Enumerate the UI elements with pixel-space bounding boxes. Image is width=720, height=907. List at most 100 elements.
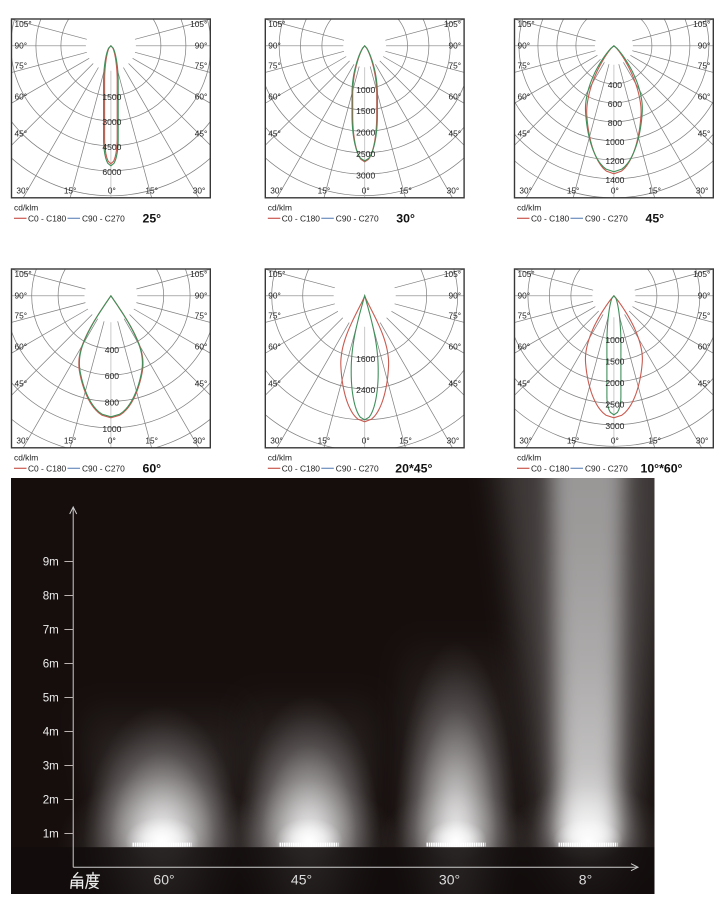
svg-text:15°: 15° [64,436,77,446]
svg-text:15°: 15° [145,436,158,446]
svg-text:45°: 45° [15,379,28,389]
svg-text:60°: 60° [143,461,162,475]
svg-text:400: 400 [608,80,623,90]
svg-text:60°: 60° [449,342,462,352]
svg-text:105°: 105° [268,269,285,279]
svg-text:60°: 60° [518,92,531,102]
svg-text:90°: 90° [15,291,28,301]
svg-text:C0 - C180: C0 - C180 [28,213,67,223]
svg-text:30°: 30° [519,436,532,446]
svg-text:45°: 45° [449,129,462,139]
svg-text:90°: 90° [268,41,281,51]
svg-text:90°: 90° [449,291,462,301]
svg-text:60°: 60° [15,92,28,102]
svg-text:60°: 60° [518,342,531,352]
svg-text:600: 600 [608,99,623,109]
svg-text:15°: 15° [399,186,412,196]
svg-text:45°: 45° [518,129,531,139]
svg-text:0°: 0° [362,436,370,446]
svg-text:4m: 4m [43,726,59,739]
svg-text:1000: 1000 [605,335,624,345]
svg-text:105°: 105° [518,19,535,29]
svg-text:45°: 45° [15,129,28,139]
svg-text:C90 - C270: C90 - C270 [336,213,379,223]
svg-text:7m: 7m [43,624,59,637]
svg-text:15°: 15° [648,436,661,446]
svg-text:cd/klm: cd/klm [14,452,38,462]
svg-text:1200: 1200 [605,156,624,166]
svg-text:60°: 60° [195,92,208,102]
svg-text:30°: 30° [696,186,709,196]
svg-text:90°: 90° [15,41,28,51]
svg-text:105°: 105° [268,19,285,29]
svg-text:90°: 90° [268,291,281,301]
svg-text:3000: 3000 [102,117,121,127]
svg-text:1400: 1400 [605,175,624,185]
svg-text:105°: 105° [518,269,535,279]
svg-text:15°: 15° [648,186,661,196]
svg-text:30°: 30° [696,436,709,446]
svg-text:15°: 15° [399,436,412,446]
svg-text:30°: 30° [270,436,283,446]
svg-text:105°: 105° [15,269,32,279]
svg-text:75°: 75° [449,61,462,71]
svg-text:2500: 2500 [605,400,624,410]
svg-text:105°: 105° [190,269,207,279]
svg-text:1500: 1500 [605,357,624,367]
svg-text:20*45°: 20*45° [395,461,432,475]
svg-text:C90 - C270: C90 - C270 [585,463,628,473]
svg-text:75°: 75° [15,311,28,321]
svg-text:9m: 9m [43,556,59,569]
svg-text:0°: 0° [362,186,370,196]
svg-text:60°: 60° [268,92,281,102]
svg-text:C0 - C180: C0 - C180 [28,463,67,473]
svg-text:105°: 105° [693,269,710,279]
svg-text:75°: 75° [268,311,281,321]
svg-text:cd/klm: cd/klm [517,202,541,212]
svg-text:45°: 45° [449,379,462,389]
svg-text:90°: 90° [195,291,208,301]
svg-text:2m: 2m [43,794,59,807]
svg-text:30°: 30° [519,186,532,196]
svg-text:30°: 30° [447,436,460,446]
svg-text:30°: 30° [16,186,29,196]
svg-text:1000: 1000 [102,424,121,434]
svg-text:30°: 30° [16,436,29,446]
svg-text:C0 - C180: C0 - C180 [282,463,321,473]
svg-text:2000: 2000 [605,378,624,388]
svg-text:45°: 45° [698,379,711,389]
svg-text:30°: 30° [396,211,415,225]
svg-text:2400: 2400 [356,385,375,395]
svg-text:5m: 5m [43,692,59,705]
svg-text:C90 - C270: C90 - C270 [585,213,628,223]
svg-text:400: 400 [105,345,120,355]
svg-text:30°: 30° [439,871,460,887]
svg-text:105°: 105° [15,19,32,29]
svg-text:90°: 90° [518,291,531,301]
svg-text:C90 - C270: C90 - C270 [336,463,379,473]
svg-text:10°*60°: 10°*60° [641,461,683,475]
svg-text:2000: 2000 [356,128,375,138]
svg-text:0°: 0° [108,186,116,196]
svg-text:800: 800 [105,398,120,408]
svg-text:0°: 0° [611,436,619,446]
svg-text:C90 - C270: C90 - C270 [82,213,125,223]
svg-text:45°: 45° [646,211,665,225]
svg-text:75°: 75° [15,61,28,71]
svg-text:45°: 45° [195,379,208,389]
svg-text:30°: 30° [447,186,460,196]
svg-text:90°: 90° [518,41,531,51]
svg-text:75°: 75° [195,311,208,321]
svg-text:105°: 105° [693,19,710,29]
svg-text:25°: 25° [143,211,162,225]
svg-text:1500: 1500 [356,106,375,116]
svg-text:C90 - C270: C90 - C270 [82,463,125,473]
svg-text:cd/klm: cd/klm [268,202,292,212]
svg-text:45°: 45° [518,379,531,389]
svg-text:60°: 60° [153,871,174,887]
svg-text:8°: 8° [579,871,592,887]
svg-text:15°: 15° [318,186,331,196]
svg-text:2500: 2500 [356,149,375,159]
svg-text:45°: 45° [268,129,281,139]
svg-text:75°: 75° [195,61,208,71]
